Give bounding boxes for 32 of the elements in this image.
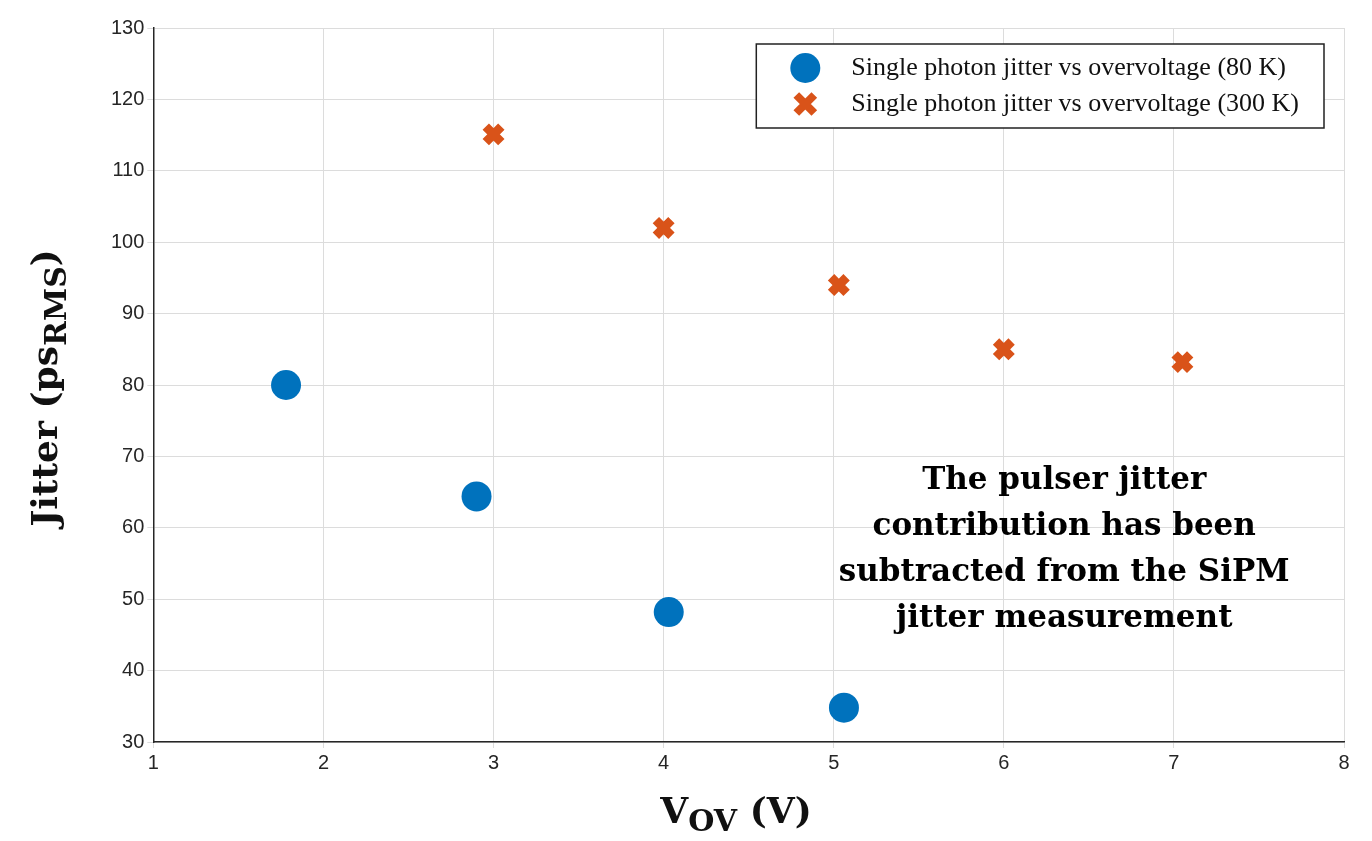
y-tick-label: 60 <box>122 515 145 538</box>
annotation: The pulser jitter contribution has been subtracted from the SiPM jitter measurement <box>838 460 1290 635</box>
x-tick-label: 3 <box>487 750 500 773</box>
point <box>653 597 684 628</box>
y-tick-label: 120 <box>110 86 145 109</box>
y-tick-label: 100 <box>110 229 145 252</box>
x-tick-label: 5 <box>828 750 840 773</box>
y-tick-label: 110 <box>112 158 145 181</box>
y-tick-label: 30 <box>122 729 145 752</box>
x-axis-title: V$_{OV}$ (V) <box>659 788 813 838</box>
point <box>461 481 492 512</box>
y-tick-label: 90 <box>122 301 145 324</box>
legend-label: Single photon jitter vs overvoltage (300 K) <box>851 87 1299 117</box>
point <box>1170 349 1195 375</box>
x-tick-label: 4 <box>658 750 670 773</box>
point <box>991 337 1017 362</box>
y-tick-label: 80 <box>122 372 145 395</box>
y-tick-label: 70 <box>122 443 145 466</box>
point <box>481 122 506 147</box>
x-tick-label: 7 <box>1168 750 1180 773</box>
point <box>826 272 852 298</box>
x-tick-label: 1 <box>147 750 159 773</box>
point <box>828 692 859 723</box>
y-tick-label: 130 <box>110 15 145 38</box>
legend-label: Single photon jitter vs overvoltage (80 K) <box>851 51 1286 81</box>
x-tick-label: 2 <box>317 750 330 773</box>
y-tick-label: 40 <box>122 658 145 681</box>
point <box>651 215 676 241</box>
point <box>271 370 302 400</box>
x-tick-label: 8 <box>1338 750 1350 773</box>
x-tick-label: 6 <box>998 750 1010 773</box>
y-tick-label: 50 <box>122 586 145 609</box>
